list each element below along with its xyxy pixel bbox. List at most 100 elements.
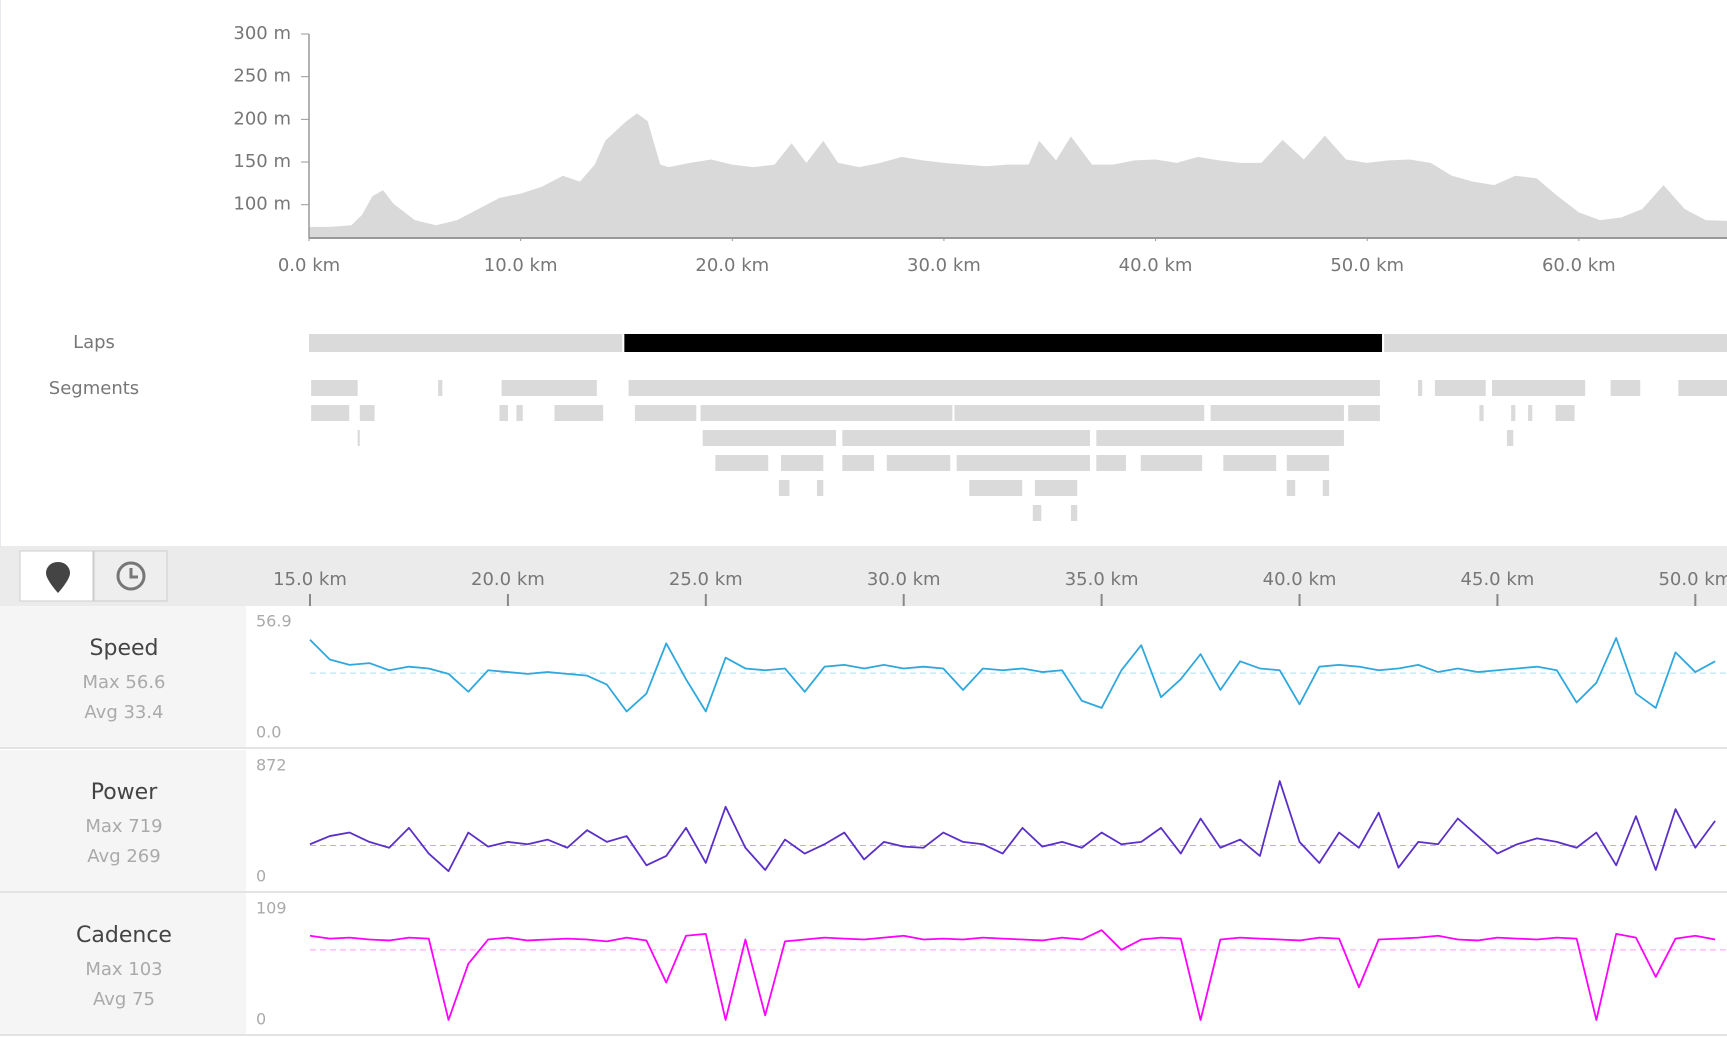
segment[interactable]	[1418, 380, 1423, 396]
x-tick-label: 40.0 km	[1263, 569, 1337, 590]
segment[interactable]	[1223, 455, 1277, 471]
x-tick-label: 20.0 km	[471, 569, 545, 590]
clock-hands	[129, 568, 138, 579]
segment[interactable]	[311, 380, 358, 396]
segment[interactable]	[438, 380, 443, 396]
y-tick-label: 56.9	[256, 612, 292, 631]
laps-label: Laps	[73, 332, 115, 353]
selected-lap[interactable]	[624, 334, 1383, 352]
panel-title: Cadence	[76, 923, 172, 948]
x-tick-label: 40.0 km	[1119, 255, 1193, 276]
segment[interactable]	[1140, 455, 1203, 471]
panel-title: Speed	[90, 636, 159, 661]
panel-max: Max 56.6	[82, 672, 165, 693]
stream-line	[309, 637, 1716, 713]
segment[interactable]	[1506, 430, 1514, 446]
segment[interactable]	[628, 380, 1380, 396]
segment[interactable]	[359, 405, 375, 421]
segment[interactable]	[886, 455, 951, 471]
pin-icon	[46, 562, 70, 593]
segment[interactable]	[778, 480, 790, 496]
panel-avg: Avg 33.4	[84, 702, 163, 723]
segment[interactable]	[1286, 455, 1330, 471]
y-tick-label: 0.0	[256, 723, 281, 742]
segment[interactable]	[842, 455, 875, 471]
stream-line	[309, 929, 1716, 1021]
segment[interactable]	[1032, 505, 1042, 521]
panel-side	[0, 750, 246, 892]
x-tick-label: 15.0 km	[273, 569, 347, 590]
toolbar	[0, 546, 1727, 606]
segment[interactable]	[715, 455, 769, 471]
segment[interactable]	[700, 405, 953, 421]
y-tick-label: 0	[256, 867, 266, 886]
x-tick-label: 0.0 km	[278, 255, 340, 276]
segment[interactable]	[1479, 405, 1484, 421]
segment[interactable]	[1528, 405, 1533, 421]
segment[interactable]	[1286, 480, 1296, 496]
segment[interactable]	[1210, 405, 1344, 421]
y-tick-label: 150 m	[233, 151, 291, 172]
segment[interactable]	[1678, 380, 1727, 396]
panel-title: Power	[91, 780, 158, 805]
segment[interactable]	[780, 455, 824, 471]
segment[interactable]	[634, 405, 697, 421]
y-tick-label: 300 m	[233, 23, 291, 44]
segment[interactable]	[1322, 480, 1330, 496]
segment[interactable]	[1610, 380, 1641, 396]
segment[interactable]	[1492, 380, 1586, 396]
segment[interactable]	[842, 430, 1090, 446]
x-tick-label: 20.0 km	[695, 255, 769, 276]
lap[interactable]	[309, 334, 623, 352]
panel-max: Max 719	[85, 816, 162, 837]
x-tick-label: 50.0 km	[1658, 569, 1727, 590]
x-tick-label: 45.0 km	[1461, 569, 1535, 590]
y-tick-label: 100 m	[233, 194, 291, 215]
x-tick-label: 60.0 km	[1542, 255, 1616, 276]
segment[interactable]	[1511, 405, 1516, 421]
x-tick-label: 30.0 km	[907, 255, 981, 276]
segment[interactable]	[816, 480, 824, 496]
segment[interactable]	[1070, 505, 1078, 521]
x-tick-label: 35.0 km	[1065, 569, 1139, 590]
x-tick-label: 10.0 km	[484, 255, 558, 276]
x-tick-label: 25.0 km	[669, 569, 743, 590]
segment[interactable]	[501, 380, 597, 396]
segment[interactable]	[1555, 405, 1575, 421]
elevation-area	[309, 113, 1727, 238]
segment[interactable]	[1096, 430, 1344, 446]
time-toggle[interactable]	[93, 550, 168, 602]
y-tick-label: 872	[256, 756, 287, 775]
clock-icon	[116, 561, 146, 591]
segment[interactable]	[499, 405, 508, 421]
segment[interactable]	[311, 405, 350, 421]
y-tick-label: 0	[256, 1010, 266, 1029]
segments-label: Segments	[49, 378, 139, 399]
panel-max: Max 103	[85, 959, 162, 980]
x-tick-label: 50.0 km	[1330, 255, 1404, 276]
segment[interactable]	[956, 455, 1090, 471]
segment[interactable]	[1434, 380, 1486, 396]
panel-side	[0, 893, 246, 1035]
stream-line	[309, 780, 1716, 873]
segment[interactable]	[516, 405, 523, 421]
segment[interactable]	[702, 430, 836, 446]
distance-toggle[interactable]	[19, 550, 94, 602]
panel-avg: Avg 75	[93, 989, 155, 1010]
segment[interactable]	[554, 405, 604, 421]
segment[interactable]	[969, 480, 1023, 496]
segment[interactable]	[357, 430, 360, 446]
segment[interactable]	[1096, 455, 1126, 471]
y-tick-label: 109	[256, 899, 287, 918]
x-tick-label: 30.0 km	[867, 569, 941, 590]
segment[interactable]	[1348, 405, 1380, 421]
y-tick-label: 250 m	[233, 66, 291, 87]
segment[interactable]	[954, 405, 1205, 421]
segment[interactable]	[1034, 480, 1078, 496]
panel-side	[0, 606, 246, 748]
lap[interactable]	[1384, 334, 1727, 352]
panel-avg: Avg 269	[87, 846, 160, 867]
y-tick-label: 200 m	[233, 108, 291, 129]
